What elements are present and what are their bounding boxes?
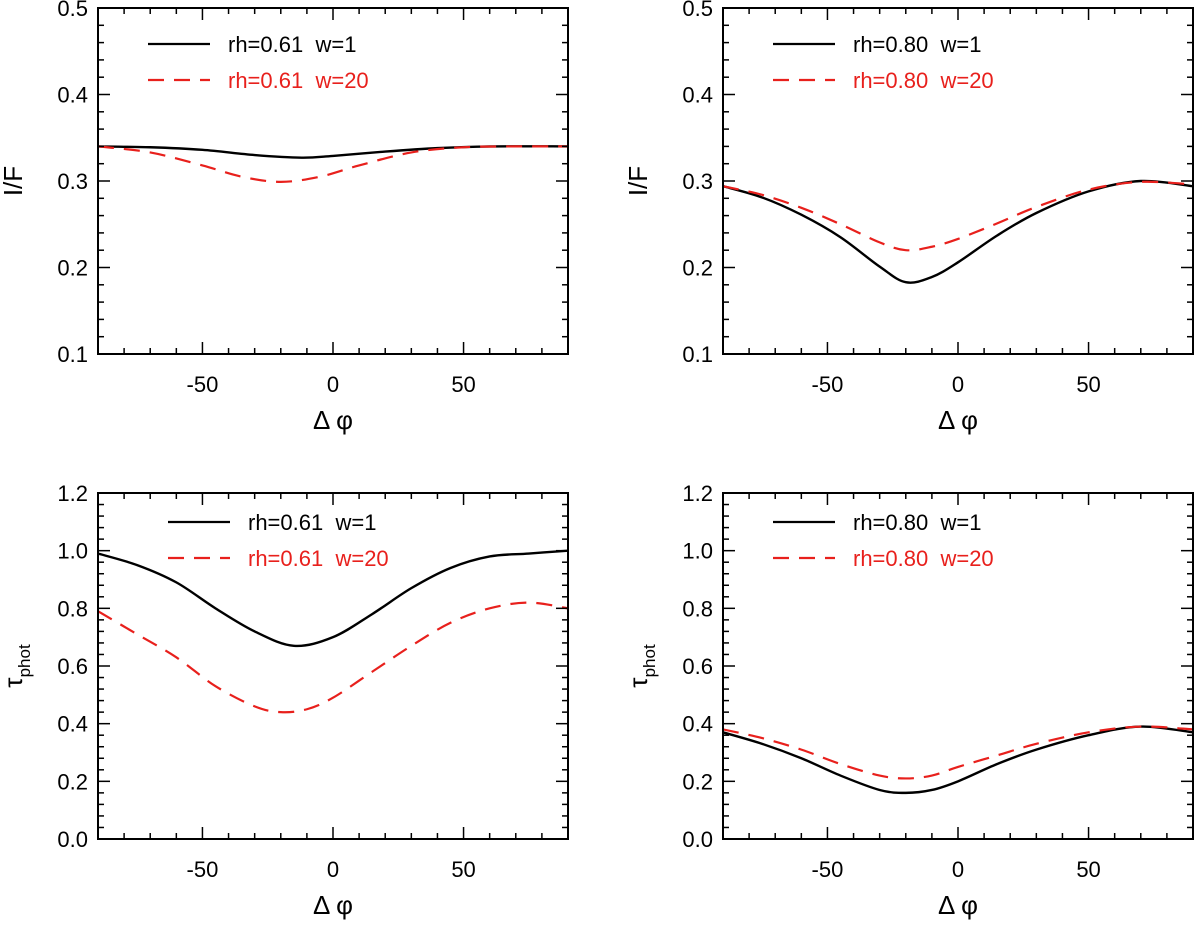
series-line-dashed — [723, 725, 1193, 780]
y-tick-label: 0.4 — [682, 712, 713, 737]
y-tick-label: 0.2 — [57, 256, 88, 281]
y-tick-label: 0.0 — [682, 827, 713, 852]
x-tick-label: 50 — [451, 857, 475, 882]
y-tick-label: 0.5 — [682, 0, 713, 21]
y-tick-label: 0.4 — [57, 83, 88, 108]
x-axis-label: Δ φ — [313, 890, 353, 920]
y-tick-label: 0.3 — [57, 169, 88, 194]
y-axis-label-subscript: phot — [640, 644, 659, 677]
y-tick-label: 1.0 — [57, 539, 88, 564]
y-axis-label: τphot — [623, 644, 659, 688]
series-line-solid — [98, 145, 568, 159]
legend-label: rh=0.61 w=1 — [228, 32, 356, 57]
y-tick-label: 1.2 — [57, 481, 88, 506]
y-axis-label-main: τ — [0, 677, 28, 688]
y-axis-label-main: τ — [623, 677, 653, 688]
y-tick-label: 0.0 — [57, 827, 88, 852]
series-line-dashed — [723, 180, 1193, 252]
x-tick-label: 0 — [952, 857, 964, 882]
y-tick-label: 1.2 — [682, 481, 713, 506]
x-tick-label: 0 — [952, 372, 964, 397]
x-tick-label: -50 — [812, 857, 844, 882]
x-tick-label: -50 — [812, 372, 844, 397]
x-axis-label: Δ φ — [313, 405, 353, 435]
panel-top-right: -50 0 50 0.1 0.2 0.3 0.4 0.5 Δ φ I/F rh=0.80 w=1 rh… — [623, 0, 1194, 435]
legend-label: rh=0.80 w=1 — [853, 32, 981, 57]
plot-frame — [722, 492, 1194, 840]
legend-label: rh=0.80 w=20 — [853, 68, 994, 93]
y-tick-label: 0.4 — [57, 712, 88, 737]
series-line-solid — [98, 549, 568, 648]
panel-bottom-right: -50 0 50 0.0 0.2 0.4 0.6 0.8 1.0 1.2 Δ φ τphot rh=0.… — [623, 481, 1194, 920]
y-tick-label: 0.6 — [682, 654, 713, 679]
plot-frame — [722, 7, 1194, 355]
y-axis-label: I/F — [623, 166, 653, 196]
y-tick-label: 0.8 — [57, 596, 88, 621]
x-tick-label: 50 — [1076, 372, 1100, 397]
y-tick-label: 0.4 — [682, 83, 713, 108]
panel-bottom-left: -50 0 50 0.0 0.2 0.4 0.6 0.8 1.0 1.2 Δ φ τphot rh=0.… — [0, 481, 569, 920]
y-tick-label: 0.3 — [682, 169, 713, 194]
series-line-dashed — [98, 601, 568, 714]
panel-top-left: -50 0 50 0.1 0.2 0.3 0.4 0.5 Δ φ I/F rh=0.61 w=1 rh… — [0, 0, 569, 435]
plot-frame — [97, 7, 569, 355]
legend-label: rh=0.80 w=20 — [853, 546, 994, 571]
x-tick-label: 50 — [1076, 857, 1100, 882]
x-tick-label: 50 — [451, 372, 475, 397]
x-tick-label: 0 — [327, 372, 339, 397]
y-tick-label: 0.2 — [57, 769, 88, 794]
series-line-solid — [723, 725, 1193, 795]
legend-label: rh=0.61 w=20 — [228, 68, 369, 93]
legend-label: rh=0.61 w=20 — [248, 546, 389, 571]
y-tick-label: 0.1 — [682, 342, 713, 367]
series-line-dashed — [98, 145, 568, 183]
y-axis-label-subscript: phot — [15, 644, 34, 677]
y-tick-label: 0.1 — [57, 342, 88, 367]
x-tick-label: -50 — [187, 372, 219, 397]
y-tick-label: 1.0 — [682, 539, 713, 564]
series-line-solid — [723, 179, 1193, 284]
y-axis-label: I/F — [0, 166, 28, 196]
legend-label: rh=0.80 w=1 — [853, 510, 981, 535]
y-tick-label: 0.2 — [682, 256, 713, 281]
legend-label: rh=0.61 w=1 — [248, 510, 376, 535]
y-tick-label: 0.5 — [57, 0, 88, 21]
y-tick-label: 0.2 — [682, 769, 713, 794]
plot-frame — [97, 492, 569, 840]
x-axis-label: Δ φ — [938, 405, 978, 435]
y-tick-label: 0.6 — [57, 654, 88, 679]
x-tick-label: 0 — [327, 857, 339, 882]
y-tick-label: 0.8 — [682, 596, 713, 621]
y-axis-label: τphot — [0, 644, 34, 688]
x-tick-label: -50 — [187, 857, 219, 882]
x-axis-label: Δ φ — [938, 890, 978, 920]
